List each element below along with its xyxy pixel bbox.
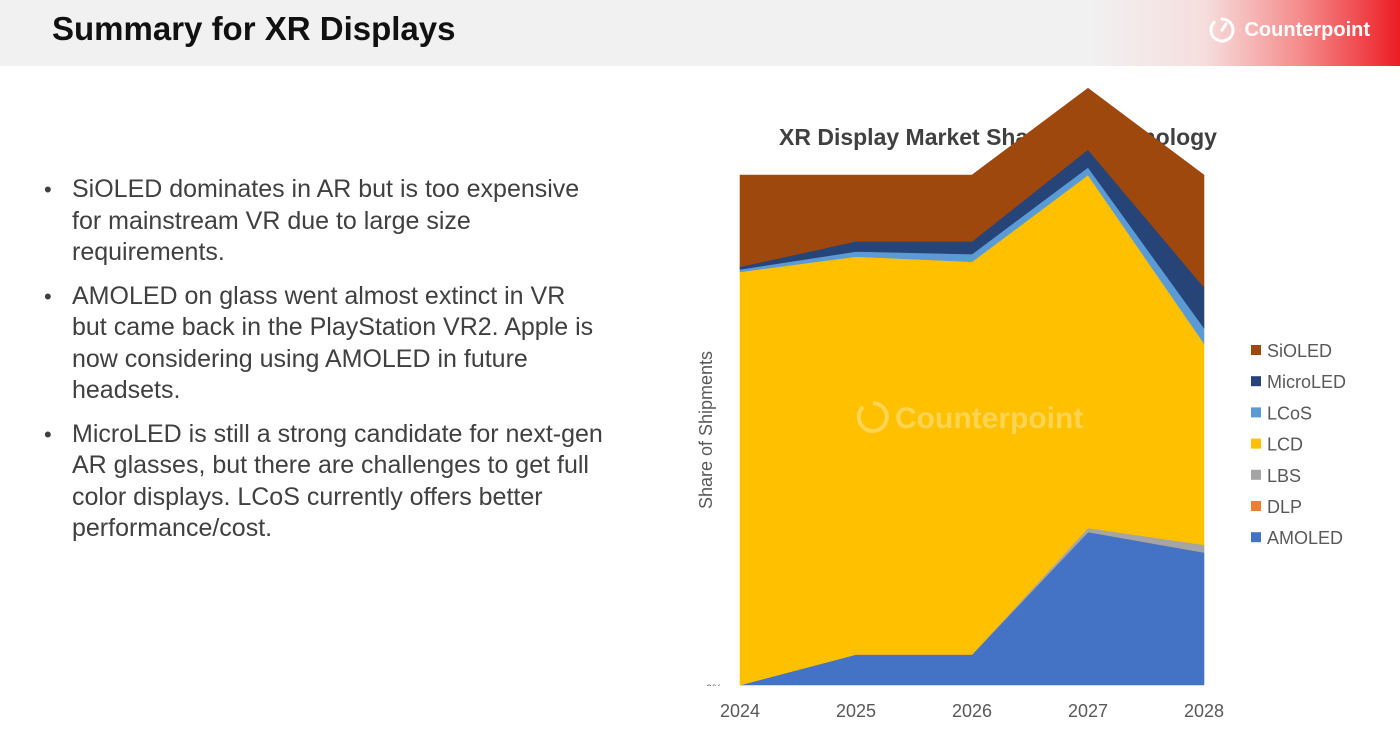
legend-swatch-lcd xyxy=(1251,438,1261,449)
legend-swatch-lbs xyxy=(1251,469,1261,480)
chart-watermark: Counterpoint xyxy=(856,401,1083,435)
y-tick-mask xyxy=(694,686,738,693)
x-tick-label: 2026 xyxy=(952,701,992,721)
y-axis-label: Share of Shipments xyxy=(696,351,716,509)
header-bar: Summary for XR Displays Counterpoint xyxy=(0,0,1400,66)
x-tick-label: 2028 xyxy=(1184,701,1224,721)
area-series-sioled xyxy=(739,87,1205,289)
brand-name: Counterpoint xyxy=(1244,18,1370,41)
legend-swatch-amoled xyxy=(1251,532,1261,543)
watermark-text: Counterpoint xyxy=(895,402,1083,435)
brand-logo: Counterpoint xyxy=(1208,15,1370,45)
bullet-list: SiOLED dominates in AR but is too expens… xyxy=(44,174,604,557)
legend-label-amoled: AMOLED xyxy=(1267,528,1343,548)
legend-swatch-lcos xyxy=(1251,407,1261,418)
legend-label-microled: MicroLED xyxy=(1267,372,1346,392)
legend-label-lbs: LBS xyxy=(1267,466,1301,486)
counterpoint-logo-icon xyxy=(1209,17,1235,43)
page-title: Summary for XR Displays xyxy=(52,10,456,47)
bullet-item: MicroLED is still a strong candidate for… xyxy=(44,419,604,545)
legend-label-dlp: DLP xyxy=(1267,497,1302,517)
legend-swatch-microled xyxy=(1251,376,1261,387)
bullet-item: AMOLED on glass went almost extinct in V… xyxy=(44,281,604,407)
x-tick-label: 2027 xyxy=(1068,701,1108,721)
bullet-item: SiOLED dominates in AR but is too expens… xyxy=(44,174,604,269)
legend-swatch-dlp xyxy=(1251,501,1261,511)
x-tick-label: 2025 xyxy=(836,701,876,721)
legend-label-lcd: LCD xyxy=(1267,435,1303,455)
watermark-icon xyxy=(856,401,889,433)
legend-label-lcos: LCoS xyxy=(1267,403,1312,423)
x-tick-label: 2024 xyxy=(720,701,760,721)
legend-swatch-sioled xyxy=(1251,345,1261,355)
legend-label-sioled: SiOLED xyxy=(1267,341,1332,361)
